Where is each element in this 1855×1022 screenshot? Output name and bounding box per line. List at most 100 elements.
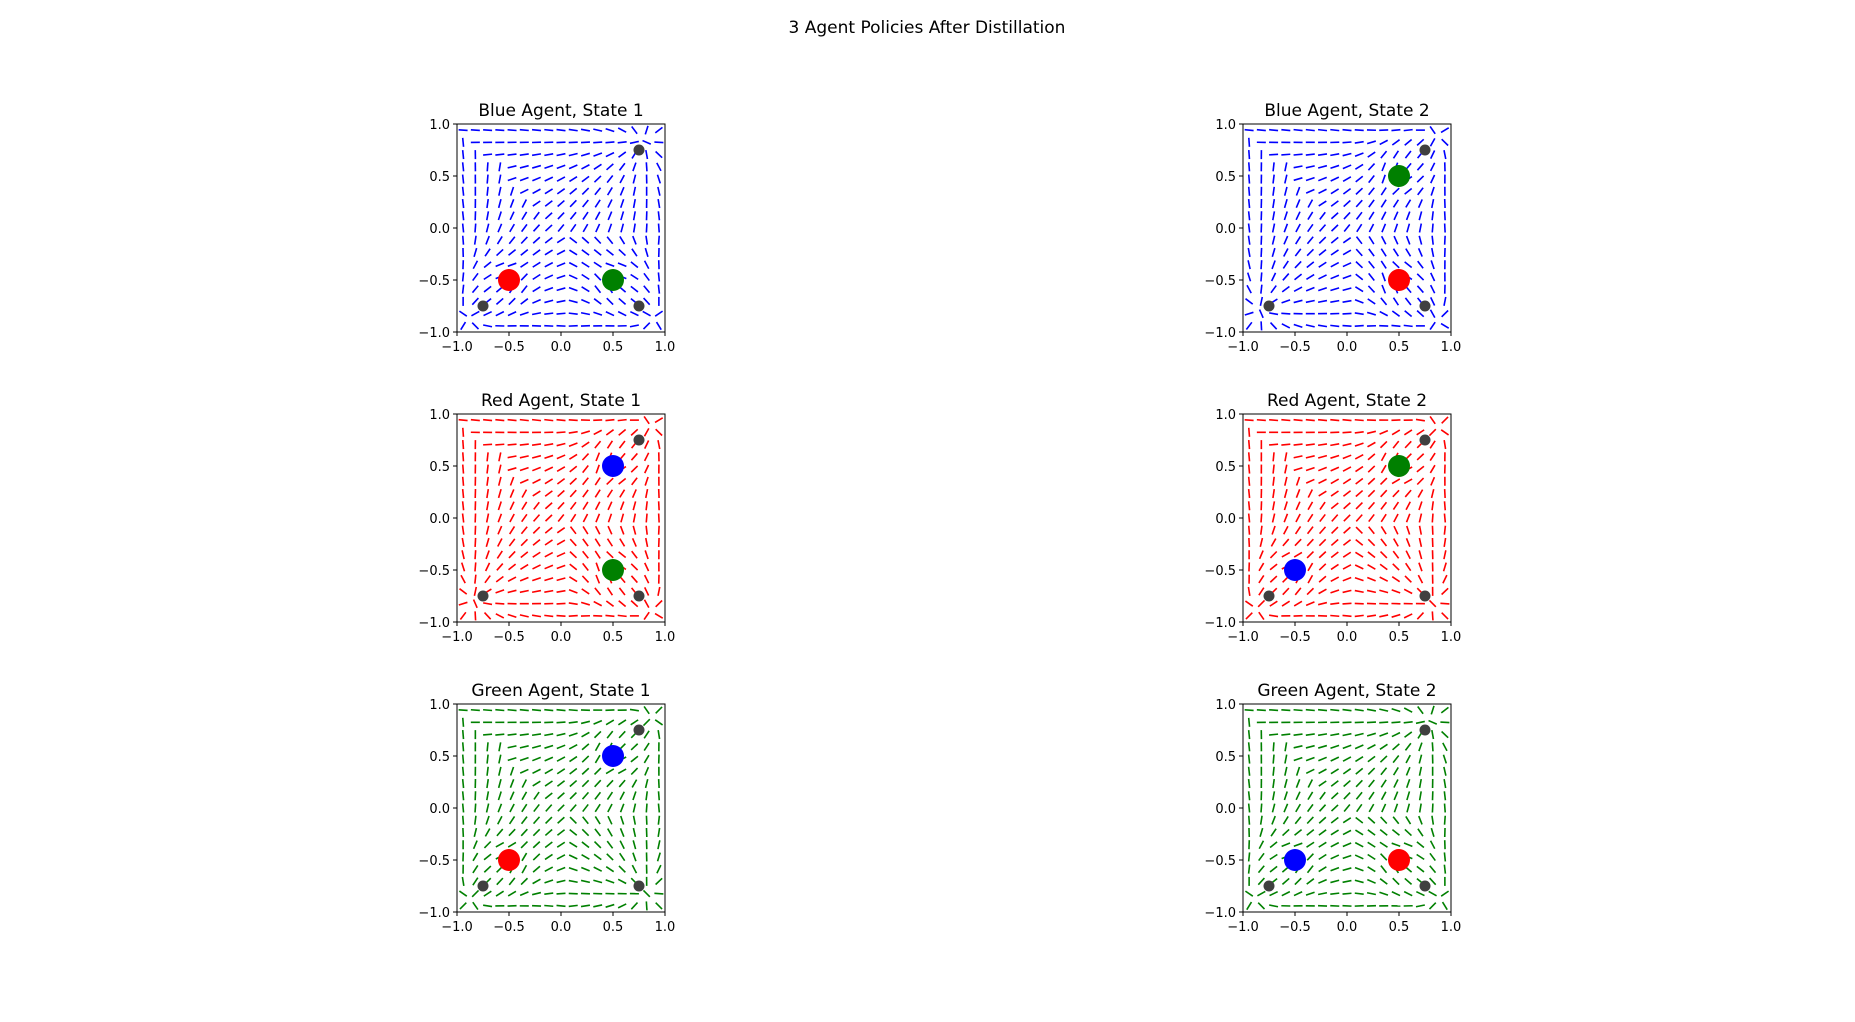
policy-arrow (630, 767, 639, 776)
policy-arrow (1380, 816, 1388, 825)
policy-arrow (509, 513, 515, 523)
policy-arrow (617, 127, 627, 133)
policy-arrow (1269, 128, 1279, 132)
policy-arrow (1440, 429, 1450, 436)
policy-arrow (496, 563, 504, 571)
policy-arrow (1257, 877, 1265, 886)
policy-arrow (1404, 877, 1413, 885)
policy-arrow (1380, 464, 1387, 474)
policy-arrow (643, 742, 650, 752)
policy-arrow (532, 878, 541, 885)
policy-arrow (1256, 709, 1266, 712)
policy-arrow (507, 467, 517, 472)
agent-marker (498, 269, 520, 291)
policy-arrow (1317, 324, 1328, 328)
policy-arrow (1354, 324, 1364, 328)
policy-arrow (507, 733, 517, 736)
policy-arrow (1367, 576, 1376, 582)
policy-arrow (1330, 733, 1340, 737)
policy-arrow (519, 745, 529, 749)
policy-arrow (471, 322, 480, 330)
policy-arrow (1391, 707, 1401, 713)
policy-arrow (581, 452, 590, 461)
policy-arrow (483, 443, 493, 446)
y-tick-label: 0.0 (429, 222, 450, 237)
policy-arrow (1269, 600, 1278, 607)
policy-arrow (1306, 829, 1315, 836)
policy-arrow (521, 779, 528, 788)
policy-arrow (508, 236, 516, 245)
policy-arrow (642, 310, 651, 317)
policy-arrow (544, 274, 554, 280)
policy-arrow (1306, 587, 1315, 596)
policy-arrow (1342, 262, 1352, 268)
policy-arrow (594, 489, 601, 498)
policy-arrow (1269, 890, 1278, 897)
policy-arrow (1393, 779, 1399, 788)
policy-arrow (581, 286, 590, 293)
policy-arrow (1306, 236, 1314, 245)
policy-arrow (1259, 827, 1264, 838)
policy-arrow (1392, 563, 1400, 571)
policy-arrow (581, 261, 590, 268)
policy-arrow (556, 744, 566, 750)
policy-arrow (532, 490, 541, 497)
subplot-title: Blue Agent, State 1 (478, 101, 643, 121)
policy-arrow (630, 563, 639, 571)
policy-arrow (581, 779, 590, 788)
policy-arrow (507, 443, 517, 446)
policy-arrow (509, 223, 516, 233)
policy-arrow (618, 779, 626, 788)
policy-arrow (630, 743, 639, 751)
policy-arrow (544, 866, 554, 872)
policy-arrow (655, 321, 662, 331)
policy-arrow (1403, 588, 1413, 595)
policy-arrow (630, 719, 639, 726)
policy-arrow (1330, 551, 1339, 559)
policy-arrow (1271, 260, 1276, 270)
policy-arrow (497, 803, 503, 813)
policy-arrow (1366, 140, 1377, 145)
policy-arrow (532, 768, 541, 775)
policy-arrow (645, 162, 648, 172)
policy-arrow (644, 778, 649, 789)
policy-arrow (1330, 287, 1340, 292)
policy-arrow (459, 611, 467, 620)
agent-marker (1284, 559, 1306, 581)
policy-arrow (1294, 816, 1302, 825)
policy-arrow (1247, 754, 1251, 764)
policy-arrow (1403, 478, 1413, 485)
policy-arrow (593, 175, 602, 183)
policy-arrow (474, 550, 477, 560)
policy-arrow (1247, 586, 1251, 596)
policy-arrow (544, 490, 553, 497)
y-tick-label: 1.0 (429, 408, 450, 423)
policy-arrow (486, 162, 489, 172)
policy-arrow (1393, 803, 1399, 813)
policy-arrow (1368, 248, 1375, 257)
target-marker (633, 144, 645, 156)
policy-arrow (508, 828, 516, 837)
policy-arrow (1272, 464, 1275, 474)
policy-arrow (1306, 853, 1314, 861)
policy-arrow (618, 587, 626, 596)
policy-arrow (556, 418, 566, 422)
policy-arrow (1293, 891, 1303, 897)
policy-arrow (1318, 563, 1327, 571)
policy-arrow (1342, 237, 1352, 244)
policy-arrow (1258, 550, 1264, 560)
policy-arrow (1257, 865, 1265, 874)
policy-arrow (1343, 514, 1351, 522)
policy-arrow (632, 211, 636, 221)
policy-arrow (1281, 842, 1291, 848)
policy-arrow (1318, 866, 1327, 873)
policy-arrow (1247, 427, 1251, 437)
policy-arrow (643, 440, 650, 449)
policy-arrow (556, 866, 566, 872)
policy-arrow (1367, 755, 1376, 763)
policy-arrow (1418, 501, 1423, 511)
policy-arrow (544, 200, 553, 207)
policy-arrow (1430, 260, 1435, 270)
policy-arrow (1404, 489, 1412, 498)
policy-arrow (1404, 562, 1412, 572)
